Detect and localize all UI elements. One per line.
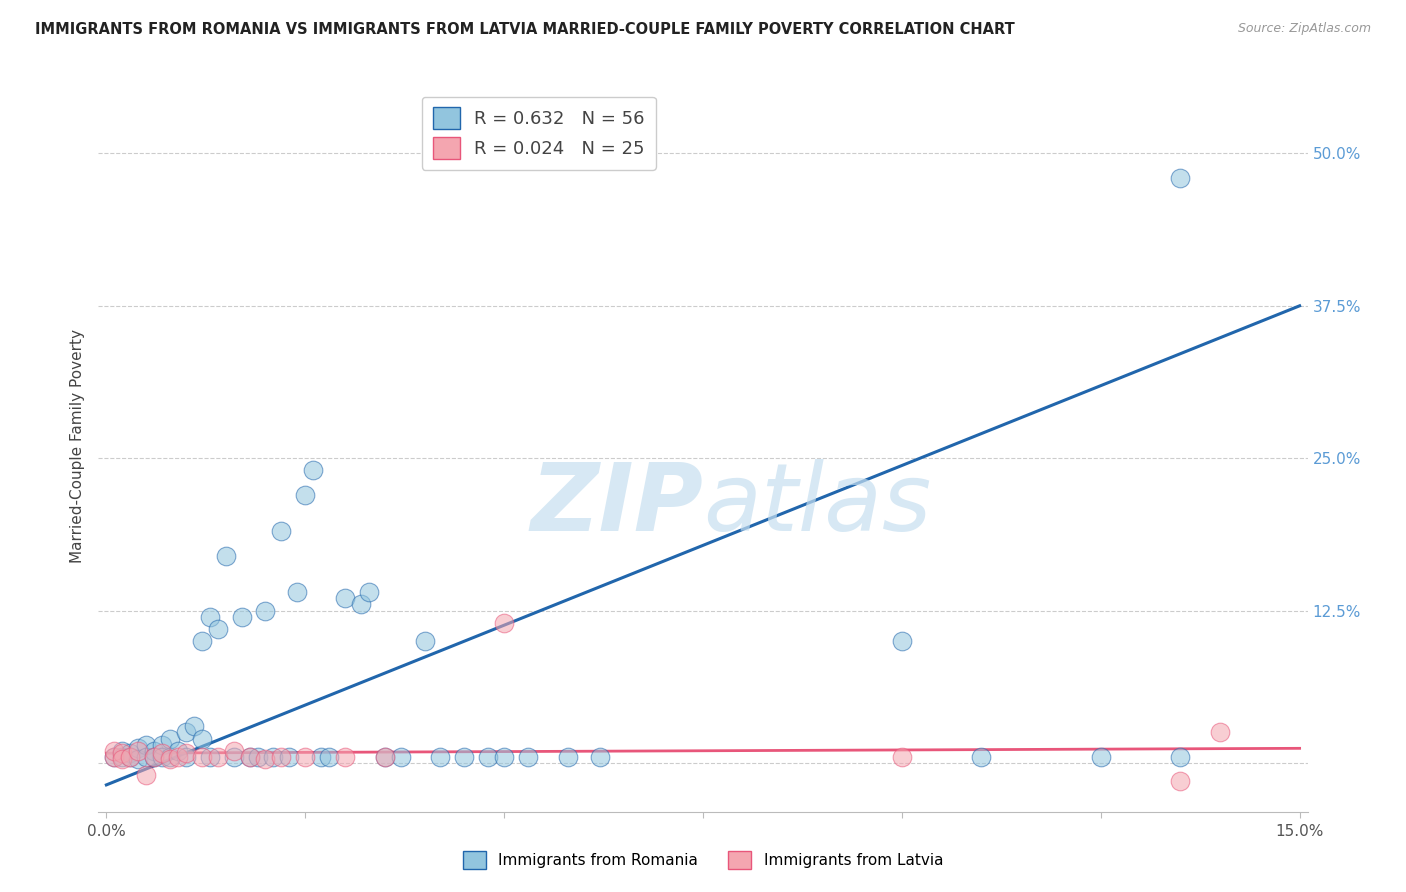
Point	[318, 749, 340, 764]
Point	[517, 749, 540, 764]
Text: atlas: atlas	[703, 459, 931, 550]
Point	[111, 744, 134, 758]
Point	[103, 744, 125, 758]
Point	[167, 744, 190, 758]
Point	[120, 746, 142, 760]
Point	[143, 744, 166, 758]
Point	[207, 622, 229, 636]
Point	[174, 725, 197, 739]
Point	[159, 752, 181, 766]
Point	[557, 749, 579, 764]
Point	[239, 749, 262, 764]
Point	[254, 752, 277, 766]
Point	[254, 604, 277, 618]
Point	[143, 749, 166, 764]
Point	[191, 634, 214, 648]
Point	[111, 752, 134, 766]
Point	[294, 488, 316, 502]
Point	[429, 749, 451, 764]
Point	[198, 609, 221, 624]
Point	[143, 749, 166, 764]
Point	[167, 749, 190, 764]
Point	[103, 749, 125, 764]
Point	[222, 749, 245, 764]
Point	[389, 749, 412, 764]
Point	[174, 746, 197, 760]
Text: Source: ZipAtlas.com: Source: ZipAtlas.com	[1237, 22, 1371, 36]
Point	[207, 749, 229, 764]
Point	[135, 749, 157, 764]
Point	[198, 749, 221, 764]
Point	[239, 749, 262, 764]
Point	[231, 609, 253, 624]
Text: IMMIGRANTS FROM ROMANIA VS IMMIGRANTS FROM LATVIA MARRIED-COUPLE FAMILY POVERTY : IMMIGRANTS FROM ROMANIA VS IMMIGRANTS FR…	[35, 22, 1015, 37]
Point	[294, 749, 316, 764]
Point	[120, 749, 142, 764]
Point	[262, 749, 284, 764]
Point	[890, 634, 912, 648]
Point	[333, 749, 356, 764]
Point	[350, 598, 373, 612]
Point	[1209, 725, 1232, 739]
Point	[174, 749, 197, 764]
Point	[1090, 749, 1112, 764]
Point	[127, 741, 149, 756]
Point	[494, 615, 516, 630]
Point	[309, 749, 332, 764]
Point	[159, 749, 181, 764]
Point	[477, 749, 499, 764]
Y-axis label: Married-Couple Family Poverty: Married-Couple Family Poverty	[69, 329, 84, 563]
Point	[374, 749, 396, 764]
Point	[150, 746, 173, 760]
Point	[270, 749, 292, 764]
Point	[302, 463, 325, 477]
Legend: R = 0.632   N = 56, R = 0.024   N = 25: R = 0.632 N = 56, R = 0.024 N = 25	[422, 96, 655, 169]
Point	[246, 749, 269, 764]
Point	[413, 634, 436, 648]
Point	[159, 731, 181, 746]
Point	[135, 768, 157, 782]
Point	[222, 744, 245, 758]
Point	[285, 585, 308, 599]
Point	[270, 524, 292, 539]
Point	[215, 549, 238, 563]
Point	[494, 749, 516, 764]
Point	[191, 749, 214, 764]
Point	[135, 738, 157, 752]
Point	[1168, 749, 1191, 764]
Point	[127, 752, 149, 766]
Point	[333, 591, 356, 606]
Point	[183, 719, 205, 733]
Point	[191, 731, 214, 746]
Point	[111, 746, 134, 760]
Text: ZIP: ZIP	[530, 458, 703, 550]
Point	[150, 738, 173, 752]
Point	[970, 749, 993, 764]
Point	[120, 749, 142, 764]
Point	[278, 749, 301, 764]
Point	[111, 749, 134, 764]
Point	[890, 749, 912, 764]
Legend: Immigrants from Romania, Immigrants from Latvia: Immigrants from Romania, Immigrants from…	[457, 845, 949, 875]
Point	[357, 585, 380, 599]
Point	[103, 749, 125, 764]
Point	[1168, 170, 1191, 185]
Point	[127, 744, 149, 758]
Point	[374, 749, 396, 764]
Point	[150, 749, 173, 764]
Point	[588, 749, 610, 764]
Point	[453, 749, 475, 764]
Point	[1168, 774, 1191, 789]
